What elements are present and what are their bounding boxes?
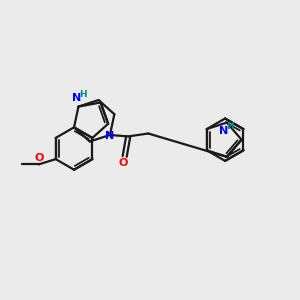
Text: O: O [118, 158, 128, 168]
Text: H: H [226, 122, 234, 131]
Text: N: N [72, 93, 82, 103]
Text: N: N [105, 130, 115, 141]
Text: O: O [34, 153, 44, 163]
Text: H: H [79, 90, 87, 99]
Text: N: N [219, 126, 228, 136]
